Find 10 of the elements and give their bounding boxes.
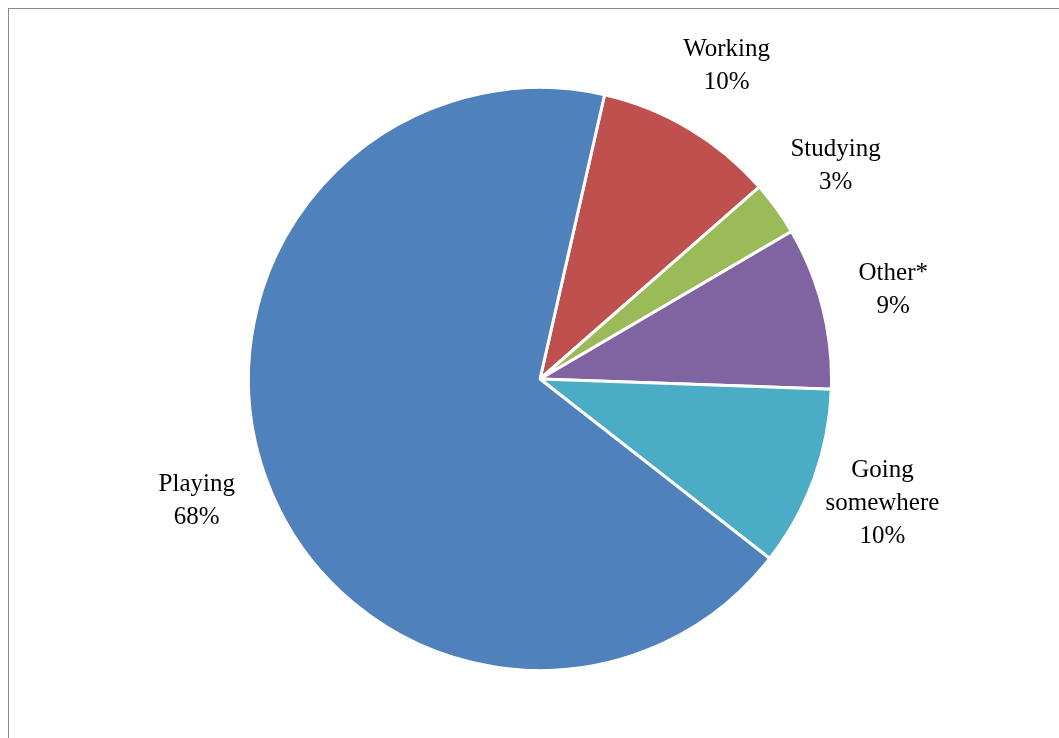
slice-label: Other* [858,257,928,285]
slice-label: Going somewhere [825,455,940,516]
data-label: 9% [876,290,910,318]
data-label: 68% [173,502,220,530]
data-label: 10% [703,67,750,95]
slice-label: Studying [790,133,882,161]
slice-label: Playing [158,469,236,497]
data-label: 10% [859,521,906,549]
slice-label: Working [683,34,771,62]
data-label: 3% [818,166,853,194]
